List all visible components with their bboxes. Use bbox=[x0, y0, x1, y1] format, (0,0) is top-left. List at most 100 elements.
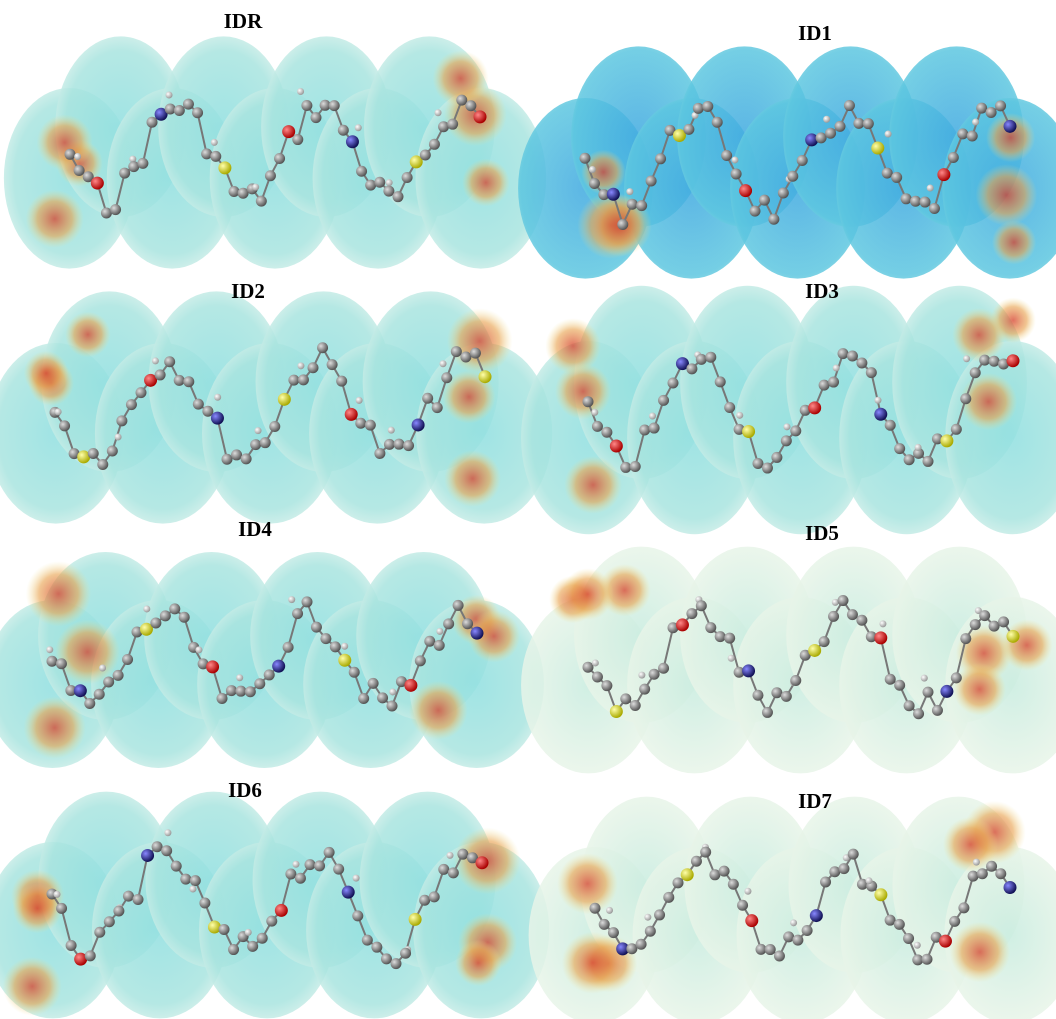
atom bbox=[189, 875, 201, 887]
atom bbox=[201, 148, 213, 160]
negative-region bbox=[564, 456, 622, 514]
atom bbox=[865, 631, 877, 643]
hydrogen-atom bbox=[606, 906, 614, 914]
hydrogen-atom bbox=[727, 654, 735, 662]
molecule-panel bbox=[0, 291, 553, 524]
atom bbox=[377, 692, 389, 704]
atom bbox=[636, 200, 648, 212]
atom bbox=[591, 420, 603, 432]
atom bbox=[328, 100, 340, 112]
atom bbox=[150, 617, 162, 629]
hydrogen-atom bbox=[446, 851, 454, 859]
atom bbox=[199, 897, 211, 909]
atom bbox=[589, 902, 601, 914]
bond bbox=[634, 429, 646, 467]
atom bbox=[180, 873, 192, 885]
bond bbox=[716, 122, 728, 156]
atom bbox=[192, 107, 204, 119]
hydrogen-atom bbox=[842, 854, 850, 862]
atom bbox=[173, 105, 185, 117]
atom bbox=[894, 443, 906, 455]
atom bbox=[928, 203, 940, 215]
negative-region bbox=[554, 363, 612, 420]
hydrogen-atom bbox=[341, 642, 349, 650]
atom bbox=[752, 458, 764, 470]
atom bbox=[84, 950, 96, 962]
atom bbox=[727, 878, 739, 890]
atom bbox=[460, 351, 472, 363]
hydrogen-atom bbox=[189, 885, 197, 893]
atom bbox=[995, 868, 1007, 880]
atom bbox=[658, 394, 670, 406]
atom bbox=[323, 846, 335, 858]
atom bbox=[408, 912, 422, 926]
atom bbox=[106, 445, 118, 457]
atom bbox=[337, 124, 349, 136]
atom bbox=[450, 346, 462, 358]
panel-label: ID1 bbox=[798, 21, 832, 45]
atom bbox=[808, 401, 822, 415]
atom bbox=[65, 940, 77, 952]
atom bbox=[910, 195, 922, 207]
atom bbox=[752, 689, 764, 701]
hydrogen-atom bbox=[297, 88, 305, 96]
atom bbox=[818, 636, 830, 648]
bond bbox=[296, 105, 308, 140]
hydrogen-atom bbox=[151, 357, 159, 365]
atom bbox=[170, 860, 182, 872]
atom bbox=[122, 890, 134, 902]
atom bbox=[620, 461, 632, 473]
atom bbox=[110, 204, 122, 216]
atom bbox=[865, 367, 877, 379]
atom bbox=[292, 608, 304, 620]
atom bbox=[675, 618, 689, 632]
atom bbox=[874, 631, 888, 645]
atom bbox=[815, 132, 827, 144]
atom bbox=[462, 618, 474, 630]
atom bbox=[97, 459, 109, 471]
bond bbox=[728, 637, 741, 673]
hydrogen-atom bbox=[74, 153, 82, 161]
atom bbox=[755, 943, 767, 955]
negative-region bbox=[561, 568, 614, 621]
negative-region bbox=[25, 561, 92, 627]
atom bbox=[470, 626, 484, 640]
atom bbox=[672, 877, 684, 889]
atom bbox=[809, 909, 823, 923]
atom bbox=[383, 185, 395, 197]
atom bbox=[700, 846, 712, 858]
atom bbox=[122, 654, 134, 666]
atom bbox=[390, 958, 402, 970]
atom bbox=[386, 700, 398, 712]
atom bbox=[639, 683, 651, 695]
atom bbox=[667, 377, 679, 389]
atom bbox=[400, 947, 412, 959]
atom bbox=[259, 437, 271, 449]
atom bbox=[834, 120, 846, 132]
atom bbox=[635, 938, 647, 950]
atom bbox=[626, 943, 638, 955]
atom bbox=[164, 103, 176, 115]
atom bbox=[930, 931, 942, 943]
atom bbox=[314, 860, 326, 872]
hydrogen-atom bbox=[731, 156, 739, 164]
atom bbox=[1003, 880, 1017, 894]
hydrogen-atom bbox=[244, 928, 252, 936]
atom bbox=[272, 659, 286, 673]
atom bbox=[969, 619, 981, 631]
atom bbox=[282, 125, 296, 139]
atom bbox=[588, 177, 600, 189]
atom bbox=[742, 424, 756, 438]
negative-region bbox=[467, 610, 521, 663]
atom bbox=[240, 453, 252, 465]
atom bbox=[871, 141, 885, 155]
atom bbox=[853, 117, 865, 129]
atom bbox=[856, 357, 868, 369]
atom bbox=[392, 191, 404, 203]
atom bbox=[874, 888, 888, 902]
atom bbox=[341, 885, 355, 899]
atom bbox=[173, 374, 185, 386]
hydrogen-atom bbox=[99, 664, 107, 672]
atom bbox=[986, 860, 998, 872]
hydrogen-atom bbox=[626, 188, 634, 196]
